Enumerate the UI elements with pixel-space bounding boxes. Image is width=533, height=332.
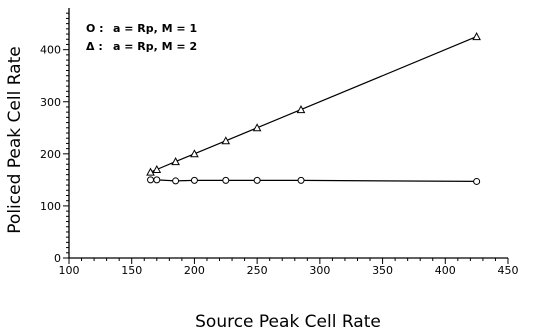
x-tick-label: 150: [121, 264, 142, 277]
series-1-point: [222, 176, 230, 184]
legend-label-2: a = Rp, M = 2: [113, 40, 197, 53]
series-1-point: [190, 176, 198, 184]
y-tick-label: 200: [40, 148, 61, 161]
series-2-point: [296, 105, 306, 114]
series-2-line: [150, 36, 477, 173]
y-tick-label: 400: [40, 44, 61, 57]
series-1-point: [153, 176, 161, 184]
series-group: [146, 32, 481, 185]
series-1-point: [297, 176, 305, 184]
y-tick-label: 300: [40, 96, 61, 109]
x-tick-label: 100: [59, 264, 80, 277]
y-tick-label: 0: [54, 252, 61, 265]
x-tick-label: 350: [372, 264, 393, 277]
x-tick-label: 450: [498, 264, 519, 277]
series-1-line: [150, 179, 477, 182]
series-2-point: [146, 167, 155, 176]
legend-symbol-2: Δ :: [86, 40, 103, 53]
series-2-point: [472, 32, 481, 41]
x-tick-label: 300: [309, 264, 330, 277]
legend: O : a = Rp, M = 1 Δ : a = Rp, M = 2: [86, 22, 197, 53]
y-tick-label: 100: [40, 200, 61, 213]
y-axis-label: Policed Peak Cell Rate: [5, 46, 25, 233]
series-2-point: [152, 164, 162, 173]
x-tick-label: 400: [435, 264, 456, 277]
x-axis-label: Source Peak Cell Rate: [195, 312, 381, 332]
series-2-point: [252, 123, 262, 132]
series-1-point: [253, 176, 261, 184]
legend-symbol-1: O :: [86, 22, 104, 35]
legend-label-1: a = Rp, M = 1: [113, 22, 197, 35]
x-axis-ticks: 100 150 200 250 300 350 400 450: [59, 258, 519, 277]
series-2-point: [190, 149, 199, 158]
series-2-point: [221, 136, 231, 145]
series-1-point: [147, 176, 155, 184]
series-1-point: [473, 177, 481, 185]
y-axis-ticks: 0 100 200 300 400: [40, 12, 69, 265]
x-tick-label: 250: [247, 264, 268, 277]
series-2-point: [171, 157, 180, 166]
series-1-point: [172, 177, 180, 185]
x-tick-label: 200: [184, 264, 205, 277]
